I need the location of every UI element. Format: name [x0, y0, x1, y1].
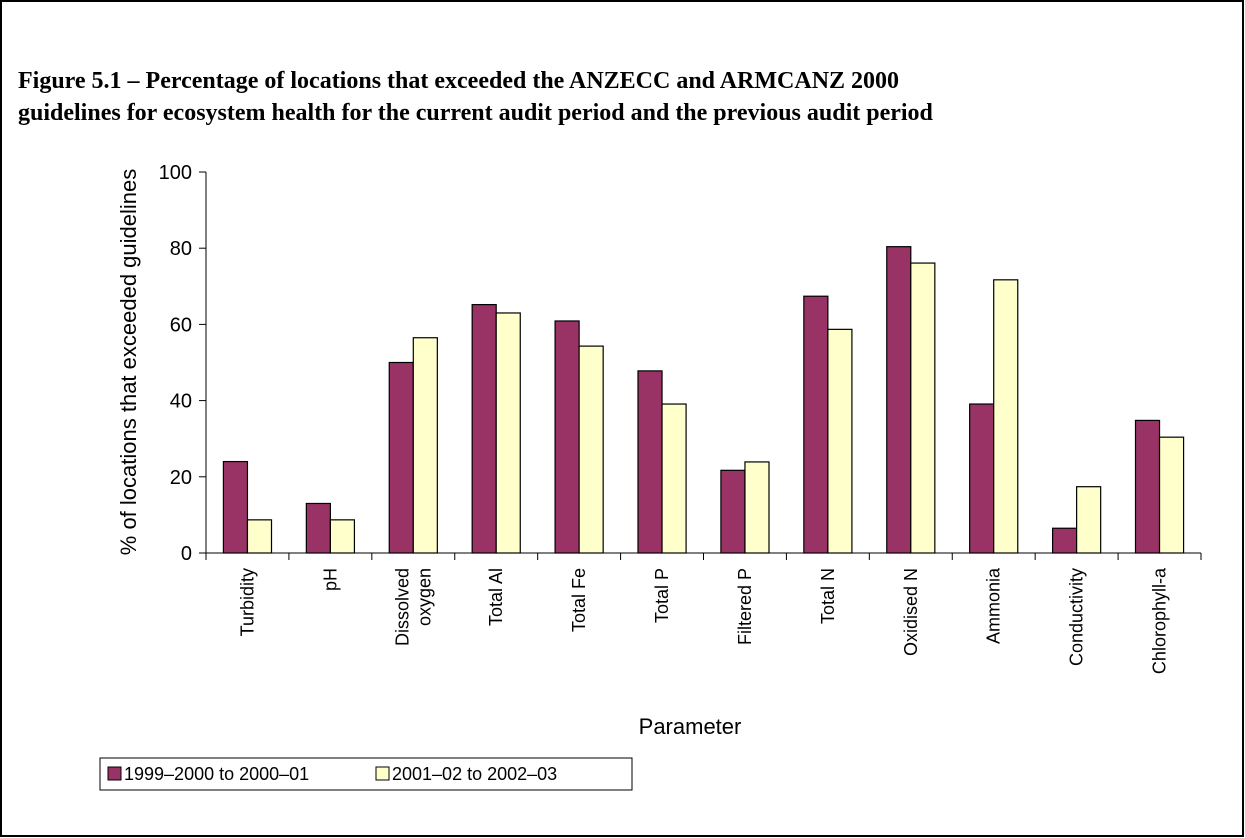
bar	[1076, 486, 1102, 554]
y-tick-label: 80	[170, 238, 192, 260]
chart-title: Figure 5.1 – Percentage of locations tha…	[18, 68, 934, 126]
x-tick-label: Oxidised N	[901, 568, 921, 656]
x-tick-label: Conductivity	[1067, 568, 1087, 666]
bar	[495, 312, 521, 554]
x-tick-label: Chlorophyll-a	[1150, 567, 1170, 674]
bar	[412, 337, 438, 554]
x-tick-label: Total P	[652, 568, 672, 623]
bar	[803, 295, 829, 554]
y-tick-label: 20	[170, 467, 192, 489]
legend-swatch	[375, 766, 390, 781]
legend-swatch	[107, 766, 122, 781]
bar	[1134, 419, 1161, 554]
bar	[1158, 436, 1185, 554]
legend-label: 2001–02 to 2002–03	[392, 764, 557, 784]
bar	[827, 328, 853, 554]
bar	[910, 262, 936, 554]
y-tick-label: 40	[170, 391, 192, 413]
x-tick-label: Total Al	[486, 568, 506, 626]
x-tick-label: Dissolved oxygen	[392, 568, 434, 646]
bar	[969, 403, 995, 554]
x-tick-label: Turbidity	[237, 568, 257, 636]
y-tick-label: 100	[159, 162, 192, 184]
y-tick-label: 0	[181, 543, 192, 565]
y-axis-title: % of locations that exceeded guidelines	[116, 169, 141, 555]
bar	[661, 403, 687, 554]
bar	[886, 246, 912, 554]
x-tick-label: pH	[320, 568, 340, 591]
bar	[388, 361, 414, 554]
y-tick-label: 60	[170, 314, 192, 336]
bar	[744, 461, 770, 554]
legend-label: 1999–2000 to 2000–01	[124, 764, 309, 784]
x-tick-label: Filtered P	[735, 568, 755, 645]
bar	[637, 370, 663, 554]
bar	[578, 345, 604, 554]
bar	[329, 519, 356, 554]
bar	[554, 320, 580, 554]
bar	[471, 303, 497, 554]
bar	[1051, 527, 1078, 554]
bar	[993, 279, 1019, 554]
bar	[222, 460, 249, 554]
bar	[720, 469, 746, 554]
bar	[246, 519, 273, 554]
x-tick-label: Total N	[818, 568, 838, 624]
legend	[99, 757, 633, 791]
x-axis-title: Parameter	[639, 714, 742, 739]
bar	[305, 502, 331, 554]
x-tick-label: Ammonia	[984, 567, 1004, 644]
x-tick-label: Total Fe	[569, 568, 589, 632]
